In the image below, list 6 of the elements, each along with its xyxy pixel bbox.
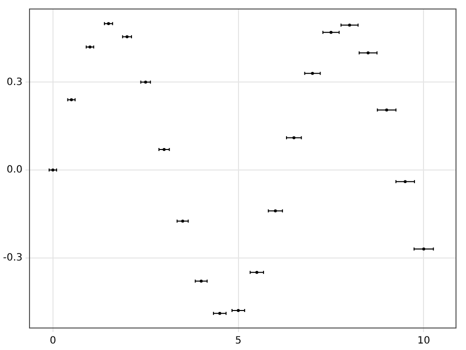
y-tick-label: 0.3	[6, 76, 23, 88]
y-tick-label: 0.0	[6, 164, 23, 176]
y-tick-label: -0.3	[2, 252, 23, 264]
x-tick-label: 0	[50, 336, 56, 347]
x-tick-label: 5	[235, 336, 242, 347]
x-tick-label: 10	[417, 336, 430, 347]
